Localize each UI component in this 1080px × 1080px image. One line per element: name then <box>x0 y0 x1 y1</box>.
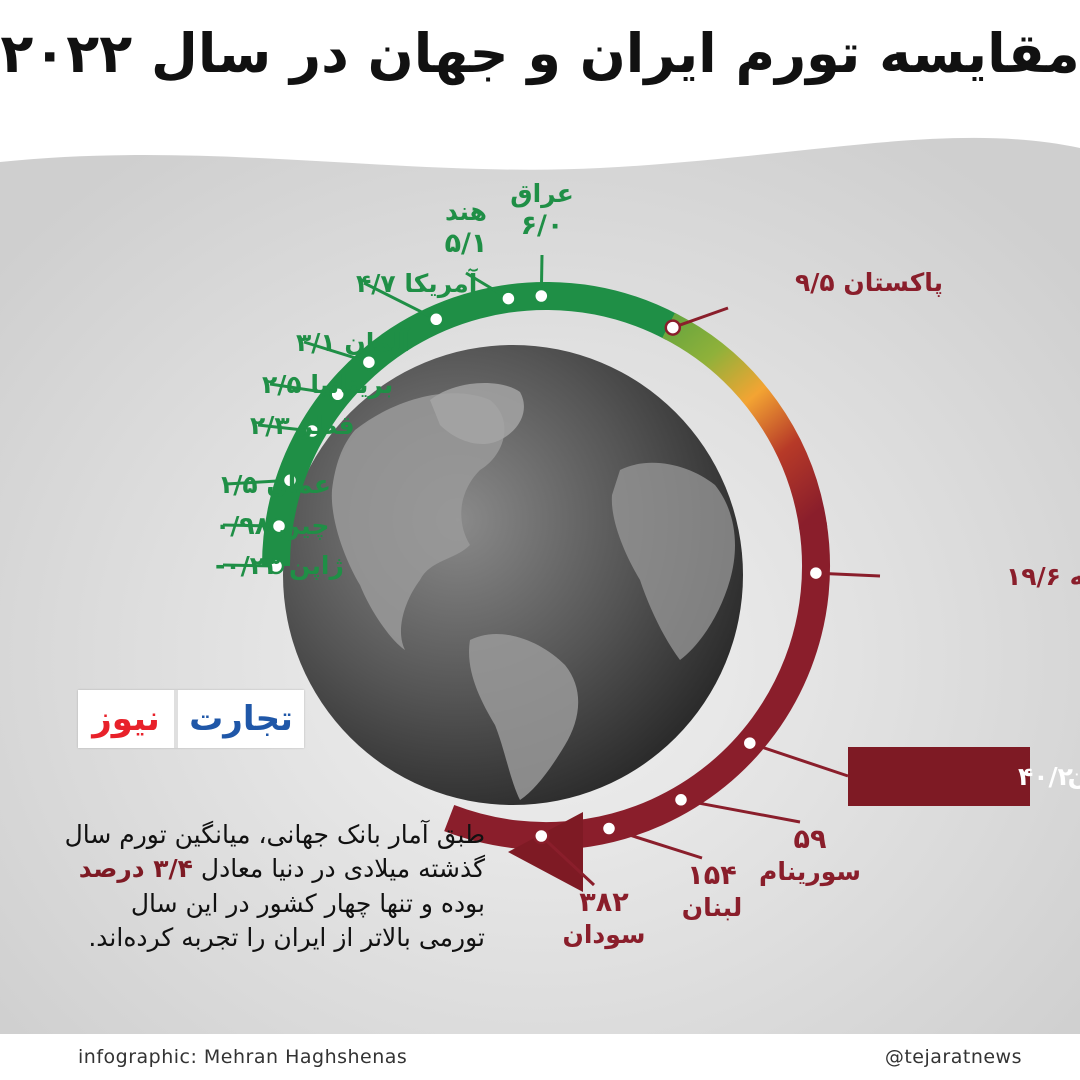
point-12-leader <box>749 741 849 778</box>
point-8-country: هند <box>445 197 487 226</box>
point-10-marker <box>664 319 682 336</box>
point-4-marker <box>303 422 321 440</box>
point-1-leader <box>222 563 277 568</box>
point-11-value: ۱۹/۶ <box>1006 562 1070 591</box>
iran-highlight-box <box>848 747 1030 806</box>
point-9-marker <box>533 287 550 305</box>
point-9-value: ۶/۰ <box>521 210 564 241</box>
point-11-marker <box>807 564 825 582</box>
point-12-marker <box>741 734 759 752</box>
point-12-value: ۴۰/۲ <box>1018 762 1080 791</box>
point-15-value: ۳۸۲ <box>579 887 629 918</box>
point-1-country: ژاپن <box>289 551 344 581</box>
point-6-country: آلمان <box>344 327 411 357</box>
point-14-value: ۱۵۴ <box>687 860 736 891</box>
point-2-value: ۰/۹۸ <box>215 511 279 540</box>
point-8-value: ۵/۱ <box>445 228 488 259</box>
point-5-value: ۲/۵ <box>262 370 310 399</box>
description-highlight: ۳/۴ درصد <box>78 854 193 884</box>
point-2-label: چین ۰/۹۸ <box>215 511 329 541</box>
point-7-marker <box>427 311 445 328</box>
description-text: طبق آمار بانک جهانی، میانگین تورم سال گذ… <box>60 818 485 955</box>
point-10-value: ۹/۵ <box>795 268 843 297</box>
point-15-country: سودان <box>563 920 646 950</box>
point-14-marker <box>600 820 618 837</box>
point-5-label: بریتانیا ۲/۵ <box>262 370 393 400</box>
point-13-marker <box>672 791 690 809</box>
point-4-label: قطر ۲/۳ <box>250 411 355 441</box>
point-5-marker <box>329 386 346 403</box>
point-13-country: سورینام <box>759 857 861 887</box>
africa-europe-shape <box>611 462 735 660</box>
north-america-shape <box>331 393 505 650</box>
point-11-country: ترکیه <box>1070 562 1080 592</box>
point-11-label: ترکیه ۱۹/۶ <box>1006 562 1080 592</box>
point-10-leader <box>672 306 729 330</box>
greenland-shape <box>430 382 524 445</box>
point-8-leader <box>465 271 510 300</box>
point-7-label: آمریکا ۴/۷ <box>356 268 479 299</box>
point-7-leader <box>363 281 437 321</box>
arc-red <box>444 521 831 851</box>
point-6-marker <box>360 353 378 371</box>
arc-transition <box>662 312 828 531</box>
point-2-marker <box>270 517 288 535</box>
point-1-value: ۰/۲۳- <box>215 551 289 580</box>
point-3-label: عمان ۱/۵ <box>218 470 331 499</box>
point-12-country: ایران <box>1068 762 1080 792</box>
point-9-country: عراق <box>510 179 574 209</box>
point-1-label: ژاپن ۰/۲۳- <box>215 551 344 581</box>
point-8-marker <box>500 290 517 307</box>
point-14-country: لبنان <box>682 893 743 922</box>
point-4-country: قطر <box>296 411 354 441</box>
footer-credit: infographic: Mehran Haghshenas <box>78 1046 408 1068</box>
point-12-label: ایران ۴۰/۲ <box>1018 762 1080 792</box>
point-4-value: ۲/۳ <box>250 411 298 440</box>
point-6-leader <box>303 340 370 364</box>
point-15-marker <box>533 827 550 845</box>
point-6-value: ۳/۱ <box>296 328 344 357</box>
point-13-value: ۵۹ <box>794 824 827 855</box>
point-10-label: پاکستان ۹/۵ <box>795 268 943 297</box>
point-2-leader <box>222 523 280 528</box>
point-11-leader <box>815 571 881 578</box>
point-1-marker <box>267 557 285 575</box>
point-6-label: آلمان ۳/۱ <box>296 327 411 357</box>
point-5-leader <box>269 382 338 396</box>
page-title: مقایسه تورم ایران و جهان در سال ۲۰۲۲ <box>0 22 1080 85</box>
globe <box>283 345 743 805</box>
point-3-country: عمان <box>266 470 331 499</box>
south-america-shape <box>469 634 579 800</box>
description-before: طبق آمار بانک جهانی، میانگین تورم سال گذ… <box>64 820 485 884</box>
arc-arrowhead <box>508 812 583 892</box>
brand-logo-news: نیوز <box>78 690 174 748</box>
point-14-leader <box>608 827 703 860</box>
point-10-country: پاکستان <box>843 268 943 297</box>
description-after: بوده و تنها چهار کشور در این سال تورمی ب… <box>88 888 485 952</box>
point-4-leader <box>257 423 313 433</box>
brand-logo-tejarat: تجارت <box>178 690 304 748</box>
point-3-leader <box>225 478 291 486</box>
point-3-marker <box>281 472 299 489</box>
brand-logo: نیوز تجارت <box>78 690 304 748</box>
point-5-country: بریتانیا <box>310 370 393 400</box>
chart-marks: ژاپن ۰/۲۳- چین ۰/۹۸ عمان ۱/۵ قطر ۲/۳ بریتانی… <box>215 179 1080 950</box>
point-15-leader <box>540 834 596 887</box>
footer-handle: @tejaratnews <box>884 1046 1022 1068</box>
point-13-leader <box>680 798 801 824</box>
point-7-value: ۴/۷ <box>356 269 404 298</box>
point-3-value: ۱/۵ <box>218 470 266 499</box>
point-2-country: چین <box>279 511 330 541</box>
